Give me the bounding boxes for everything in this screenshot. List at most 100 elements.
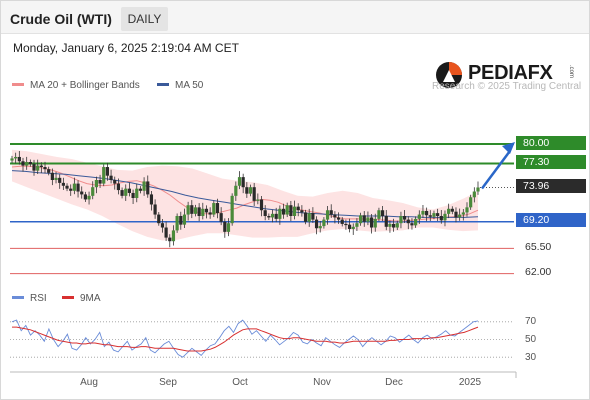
- ma9-swatch: [62, 295, 74, 299]
- candle-body: [344, 223, 348, 226]
- rsi-swatch: [12, 295, 24, 299]
- candle-body: [58, 177, 62, 183]
- candle-body: [234, 185, 238, 196]
- candle-body: [105, 167, 110, 176]
- candle-body: [179, 216, 183, 225]
- level-s1-tag: 65.50: [525, 241, 552, 253]
- candle-body: [190, 205, 194, 214]
- candle-body: [204, 208, 209, 213]
- candle-body: [443, 213, 447, 221]
- month-label-aug: Aug: [80, 377, 98, 388]
- candle-body: [388, 223, 392, 227]
- legend-bollinger-label: MA 20 + Bollinger Bands: [30, 80, 140, 91]
- candle-body: [215, 203, 220, 214]
- candle-body: [476, 187, 480, 192]
- candle-body: [61, 182, 65, 186]
- candle-body: [146, 181, 150, 195]
- candle-body: [149, 194, 154, 205]
- candle-body: [138, 188, 143, 191]
- candle-body: [135, 188, 139, 198]
- candle-body: [91, 187, 95, 196]
- month-label-nov: Nov: [313, 377, 331, 388]
- candle-body: [380, 210, 385, 216]
- legend-9ma-label: 9MA: [80, 293, 101, 304]
- candle-body: [171, 230, 176, 242]
- bollinger-swatch: [12, 82, 24, 86]
- candle-body: [417, 214, 421, 219]
- candle-body: [223, 221, 227, 232]
- candle-body: [439, 216, 443, 221]
- candle-body: [212, 203, 216, 215]
- candle-body: [102, 167, 106, 184]
- candle-body: [421, 210, 425, 215]
- candle-body: [472, 191, 476, 198]
- candle-body: [267, 216, 271, 218]
- month-label-sep: Sep: [159, 377, 177, 388]
- candle-body: [274, 213, 278, 219]
- candle-body: [54, 177, 58, 180]
- month-label-2025: 2025: [458, 377, 482, 388]
- candle-body: [21, 161, 25, 166]
- candle-body: [289, 205, 293, 216]
- candle-body: [366, 217, 370, 222]
- candle-body: [72, 183, 76, 191]
- candle-body: [83, 194, 87, 200]
- candle-body: [197, 207, 201, 216]
- candle-body: [399, 216, 403, 224]
- candle-body: [425, 210, 429, 216]
- candle-body: [355, 223, 359, 227]
- copyright-text: Research © 2025 Trading Central: [432, 81, 582, 92]
- candle-body: [270, 213, 275, 218]
- timeframe-button[interactable]: DAILY: [121, 7, 168, 31]
- forecast-arrow-shaft: [480, 150, 512, 190]
- candle-body: [208, 212, 212, 215]
- candle-body: [318, 226, 322, 229]
- candle-body: [410, 223, 414, 226]
- candle-body: [153, 204, 157, 215]
- legend-bollinger: MA 20 + Bollinger Bands: [12, 80, 140, 91]
- candle-body: [307, 213, 311, 222]
- candle-body: [447, 208, 451, 214]
- candle-body: [369, 217, 374, 228]
- candle-body: [432, 213, 436, 217]
- logo-mark-icon: [436, 62, 462, 88]
- legend-rsi: RSI: [12, 293, 47, 304]
- candle-body: [347, 224, 352, 229]
- candle-body: [245, 187, 249, 194]
- candle-body: [109, 175, 113, 180]
- timestamp: Monday, January 6, 2025 2:19:04 AM CET: [13, 41, 239, 55]
- legend-9ma: 9MA: [62, 293, 101, 304]
- candle-body: [311, 213, 315, 220]
- candle-body: [10, 158, 14, 161]
- legend-rsi-label: RSI: [30, 293, 47, 304]
- candle-body: [186, 205, 190, 215]
- candle-body: [436, 213, 440, 216]
- candle-body: [131, 192, 135, 198]
- candle-body: [47, 169, 51, 173]
- candle-body: [392, 223, 396, 228]
- candle-body: [450, 208, 454, 212]
- candle-body: [285, 205, 289, 215]
- candle-body: [248, 187, 253, 194]
- rsi-level-70: 70: [525, 316, 537, 327]
- candle-body: [336, 217, 341, 220]
- candle-body: [325, 210, 330, 220]
- candle-body: [80, 191, 84, 195]
- legend-ma50-label: MA 50: [175, 80, 204, 91]
- logo-text: PEDIAFX: [468, 62, 553, 84]
- candle-body: [175, 216, 179, 231]
- level-r2-tag: 80.00: [516, 136, 586, 150]
- candle-body: [406, 219, 410, 224]
- candle-body: [303, 212, 308, 222]
- logo-domain: .com: [568, 65, 574, 79]
- candle-body: [278, 208, 282, 219]
- candle-body: [340, 219, 344, 224]
- candle-body: [39, 165, 43, 168]
- ma50-swatch: [157, 82, 169, 86]
- candle-body: [65, 185, 69, 189]
- candle-body: [226, 223, 231, 232]
- candle-body: [461, 212, 465, 215]
- forecast-arrow-icon: [502, 142, 515, 154]
- month-label-oct: Oct: [232, 377, 248, 388]
